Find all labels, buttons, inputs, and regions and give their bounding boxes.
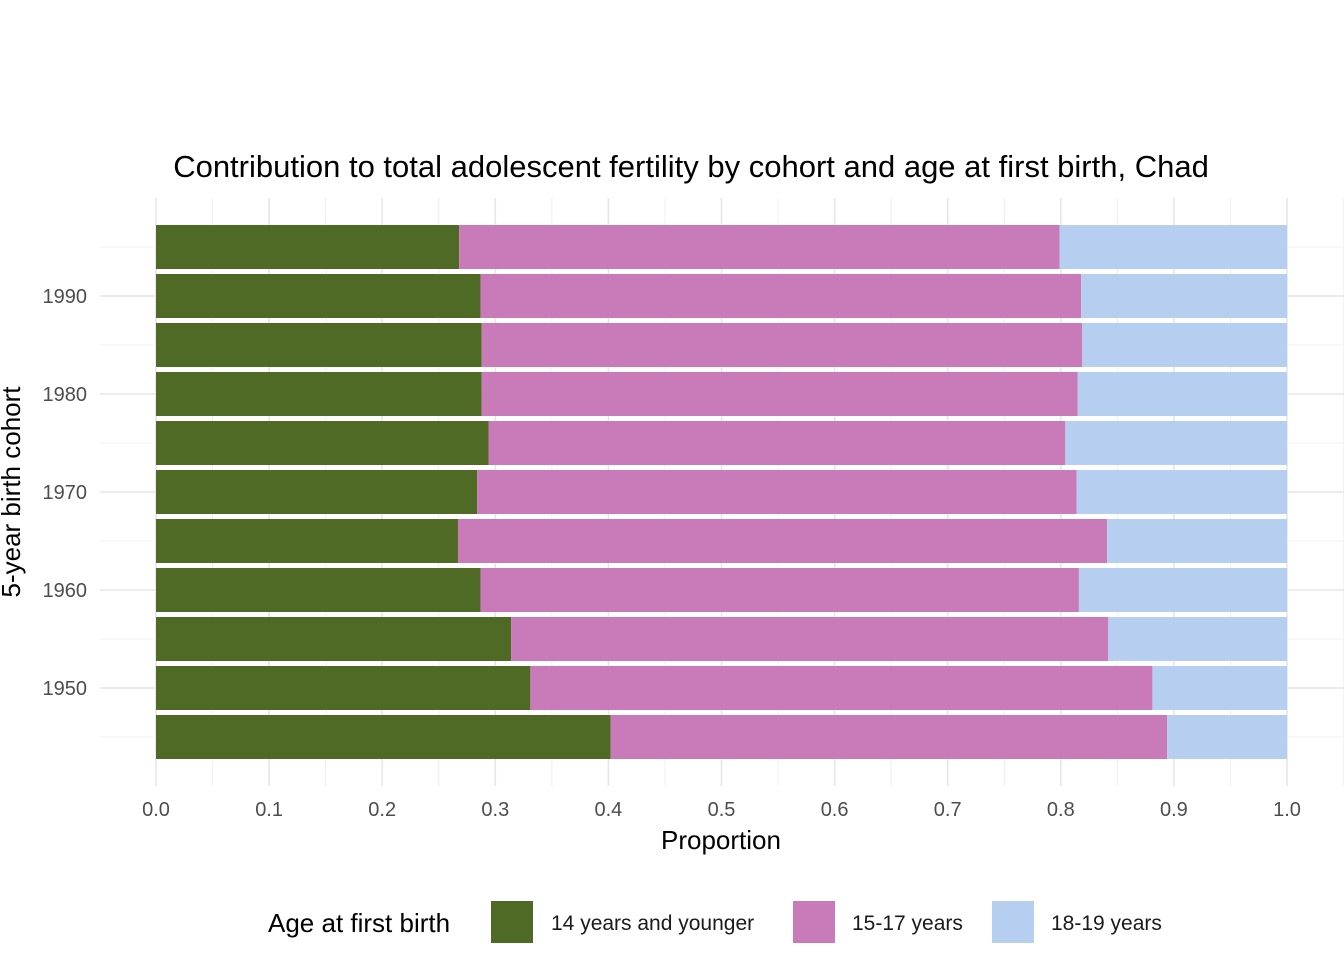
- bar-segment: [480, 274, 1082, 318]
- y-tick-label: 1960: [43, 580, 88, 602]
- bar-segment: [511, 617, 1109, 661]
- x-tick-label: 0.8: [1047, 799, 1075, 821]
- bar-segment: [1082, 323, 1287, 367]
- bar-segment: [1081, 274, 1287, 318]
- bar-segment: [156, 274, 481, 318]
- bar-segment: [156, 225, 460, 269]
- legend-swatch: [491, 901, 533, 943]
- x-tick-label: 1.0: [1273, 799, 1301, 821]
- chart-title: Contribution to total adolescent fertili…: [173, 149, 1209, 184]
- bar-segment: [156, 715, 611, 759]
- y-tick-label: 1980: [43, 384, 88, 406]
- x-tick-label: 0.7: [934, 799, 962, 821]
- bar-segment: [1167, 715, 1287, 759]
- y-axis-title: 5-year birth cohort: [0, 386, 26, 598]
- x-tick-label: 0.9: [1160, 799, 1188, 821]
- bar-segment: [156, 666, 531, 710]
- x-axis-title: Proportion: [661, 825, 781, 855]
- bar-segment: [488, 421, 1066, 465]
- bar-segment: [477, 470, 1077, 514]
- x-tick-label: 0.2: [368, 799, 396, 821]
- bar-segment: [481, 372, 1078, 416]
- bar-segment: [156, 470, 478, 514]
- bar-segment: [457, 519, 1108, 563]
- y-tick-label: 1950: [43, 678, 88, 700]
- x-tick-label: 0.5: [708, 799, 736, 821]
- bar-segment: [156, 568, 481, 612]
- y-tick-label: 1970: [43, 482, 88, 504]
- legend-swatch: [793, 901, 835, 943]
- y-axis-ticks: 1950 1960 1970 1980 1990: [43, 286, 88, 700]
- bar-segment: [156, 617, 512, 661]
- bar-segment: [610, 715, 1168, 759]
- bar-segment: [481, 323, 1083, 367]
- bar-segment: [530, 666, 1153, 710]
- legend-items: 14 years and younger 15-17 years 18-19 yea…: [491, 901, 1162, 943]
- bar-segment: [156, 372, 482, 416]
- bar-segment: [1078, 568, 1287, 612]
- x-tick-label: 0.6: [821, 799, 849, 821]
- x-axis-ticks: 0.0 0.1 0.2 0.3 0.4 0.5 0.6 0.7 0.8 0.9 1.0: [142, 799, 1301, 821]
- legend-label: 15-17 years: [852, 912, 963, 935]
- bar-segment: [156, 421, 489, 465]
- bar-segment: [480, 568, 1079, 612]
- bar-segment: [1076, 470, 1287, 514]
- y-tick-label: 1990: [43, 286, 88, 308]
- x-tick-label: 0.0: [142, 799, 170, 821]
- bar-segment: [459, 225, 1060, 269]
- bar-segment: [156, 323, 482, 367]
- legend-swatch: [992, 901, 1034, 943]
- bar-segment: [1107, 519, 1287, 563]
- x-tick-label: 0.1: [255, 799, 283, 821]
- bar-segment: [1108, 617, 1287, 661]
- bar-segment: [1065, 421, 1287, 465]
- x-tick-label: 0.3: [481, 799, 509, 821]
- bar-segment: [1077, 372, 1287, 416]
- bar-segment: [156, 519, 458, 563]
- legend-label: 14 years and younger: [551, 912, 754, 935]
- legend-title: Age at first birth: [268, 908, 450, 938]
- legend: Age at first birth 14 years and younger 1…: [268, 901, 1162, 943]
- bar-segment: [1152, 666, 1287, 710]
- bars: [156, 225, 1287, 759]
- bar-segment: [1059, 225, 1287, 269]
- x-tick-label: 0.4: [594, 799, 622, 821]
- legend-label: 18-19 years: [1051, 912, 1162, 935]
